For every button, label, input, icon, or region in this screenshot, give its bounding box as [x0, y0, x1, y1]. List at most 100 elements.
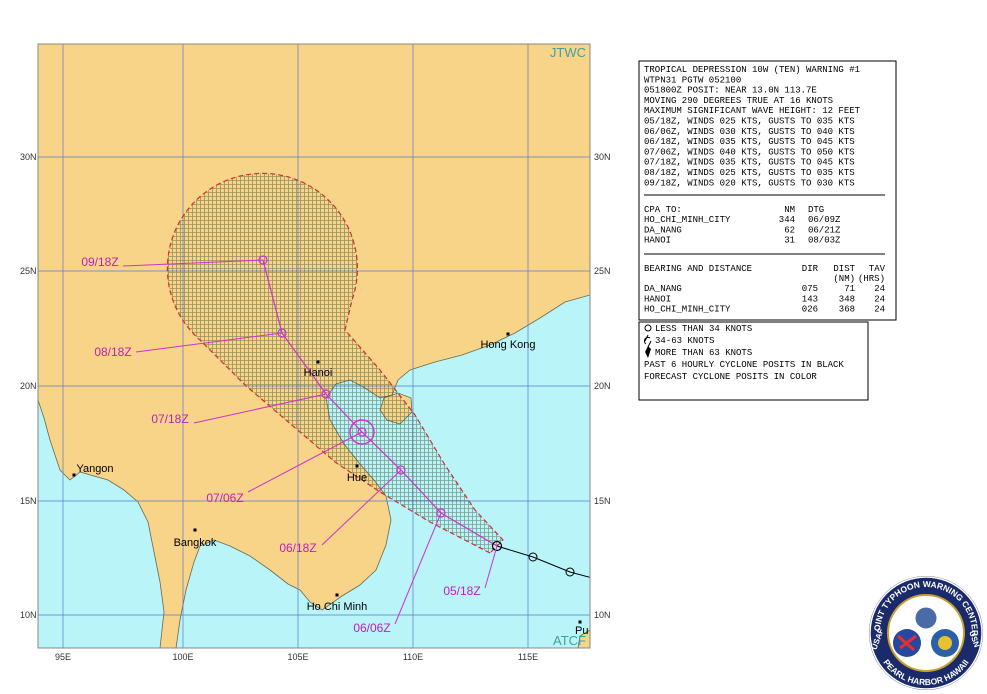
warning-line: TROPICAL DEPRESSION 10W (TEN) WARNING #1 — [644, 65, 860, 75]
cpa-cell: 31 — [784, 236, 795, 246]
bearing-cell: HO_CHI_MINH_CITY — [644, 305, 731, 315]
place-marker — [72, 473, 76, 477]
emblem-mark — [938, 636, 952, 650]
legend-icon — [644, 324, 652, 332]
bearing-subheader: (HRS) — [858, 274, 885, 284]
corner-label: ATCF — [553, 633, 586, 648]
lat-label: 10N — [20, 610, 37, 620]
legend-icon — [645, 346, 651, 358]
leader-line — [321, 469, 402, 546]
emblem-ring — [869, 576, 983, 690]
forecast-label: 06/06Z — [353, 621, 390, 635]
lon-label: 115E — [518, 652, 538, 662]
cpa-cell: 08/03Z — [808, 236, 841, 246]
map-frame — [37, 43, 591, 649]
lat-label: 20N — [20, 381, 37, 391]
bearing-cell: 71 — [844, 284, 855, 294]
map — [38, 44, 590, 648]
cpa-cell: 06/21Z — [808, 225, 841, 235]
storm-symbol — [349, 419, 375, 445]
bearing-cell: 348 — [839, 294, 855, 304]
warning-line: 06/06Z, WINDS 030 KTS, GUSTS TO 040 KTS — [644, 127, 855, 137]
bearing-subheader: (NM) — [833, 274, 855, 284]
lon-label: 95E — [55, 652, 71, 662]
warning-line: 05/18Z, WINDS 025 KTS, GUSTS TO 035 KTS — [644, 117, 855, 127]
past-position — [565, 567, 575, 577]
lat-label: 15N — [594, 496, 611, 506]
forecast-label: 07/18Z — [151, 412, 188, 426]
bearing-header: DIST — [833, 264, 855, 274]
lat-label: 20N — [594, 381, 611, 391]
lat-label: 30N — [20, 152, 37, 162]
cpa-cell: 344 — [779, 215, 795, 225]
place-label: Hue — [347, 472, 367, 484]
past-track — [496, 545, 590, 578]
warning-line: MOVING 290 DEGREES TRUE AT 16 KNOTS — [644, 96, 833, 106]
bearing-cell: 368 — [839, 305, 855, 315]
bearing-cell: DA_NANG — [644, 284, 682, 294]
bearing-cell: 026 — [802, 305, 818, 315]
leader-line — [394, 512, 442, 625]
legend-icons — [643, 324, 652, 358]
legend-entry: FORECAST CYCLONE POSITS IN COLOR — [644, 372, 817, 382]
place-marker — [316, 360, 320, 364]
forecast-position — [396, 465, 406, 475]
lon-label: 110E — [403, 652, 423, 662]
leader-line — [135, 332, 283, 353]
forecast-position — [491, 540, 503, 552]
bearing-header: TAV — [869, 264, 886, 274]
bearing-cell: 24 — [874, 294, 885, 304]
lat-label: 25N — [594, 266, 611, 276]
emblem-globe — [914, 606, 938, 630]
cpa-cell: DA_NANG — [644, 225, 682, 235]
leader-line — [484, 545, 498, 589]
place-marker — [335, 593, 339, 597]
place-marker — [578, 620, 582, 624]
place-label: Ho Chi Minh — [307, 601, 368, 613]
bearing-cell: 075 — [802, 284, 818, 294]
lon-label: 105E — [287, 652, 308, 662]
cpa-header: DTG — [808, 205, 824, 215]
cpa-header: NM — [784, 205, 795, 215]
leader-line — [193, 393, 327, 424]
legend-entry: LESS THAN 34 KNOTS — [655, 324, 752, 334]
warning-line: 06/18Z, WINDS 035 KTS, GUSTS TO 045 KTS — [644, 137, 855, 147]
forecast-label: 05/18Z — [443, 584, 480, 598]
legend-entry: MORE THAN 63 KNOTS — [655, 348, 752, 358]
leader-line — [247, 431, 363, 493]
lat-label: 25N — [20, 266, 37, 276]
forecast-position — [277, 328, 287, 338]
place-label: Yangon — [76, 463, 113, 475]
cpa-cell: HANOI — [644, 236, 671, 246]
place-marker — [355, 464, 359, 468]
luzon-tip — [577, 629, 590, 648]
place-label: Bangkok — [174, 537, 217, 549]
cpa-cell: 06/09Z — [808, 215, 841, 225]
bearing-header: DIR — [802, 264, 819, 274]
legend-box — [638, 321, 869, 401]
place-marker — [193, 528, 197, 532]
warning-line: 051800Z POSIT: NEAR 13.0N 113.7E — [644, 86, 817, 96]
cpa-cell: HO_CHI_MINH_CITY — [644, 215, 731, 225]
lat-label: 30N — [594, 152, 611, 162]
warning-line: MAXIMUM SIGNIFICANT WAVE HEIGHT: 12 FEET — [644, 106, 861, 116]
warning-box — [638, 60, 897, 321]
warning-line: WTPN31 PGTW 052100 — [644, 75, 741, 85]
leader-line — [122, 259, 264, 267]
legend-entry: PAST 6 HOURLY CYCLONE POSITS IN BLACK — [644, 360, 844, 370]
bearing-header: BEARING AND DISTANCE — [644, 264, 752, 274]
lat-label: 15N — [20, 496, 37, 506]
forecast-position — [321, 389, 331, 399]
warning-text: TROPICAL DEPRESSION 10W (TEN) WARNING #1… — [644, 65, 886, 382]
lon-label: 100E — [172, 652, 193, 662]
bearing-cell: 143 — [802, 294, 818, 304]
forecast-label: 06/18Z — [279, 541, 316, 555]
forecast-danger-area — [166, 172, 504, 554]
corner-label: JTWC — [550, 45, 586, 60]
place-label: Hong Kong — [480, 339, 535, 351]
bearing-cell: 24 — [874, 305, 885, 315]
past-position — [528, 552, 538, 562]
place-label: Pu — [575, 625, 588, 637]
bearing-cell: 24 — [874, 284, 885, 294]
